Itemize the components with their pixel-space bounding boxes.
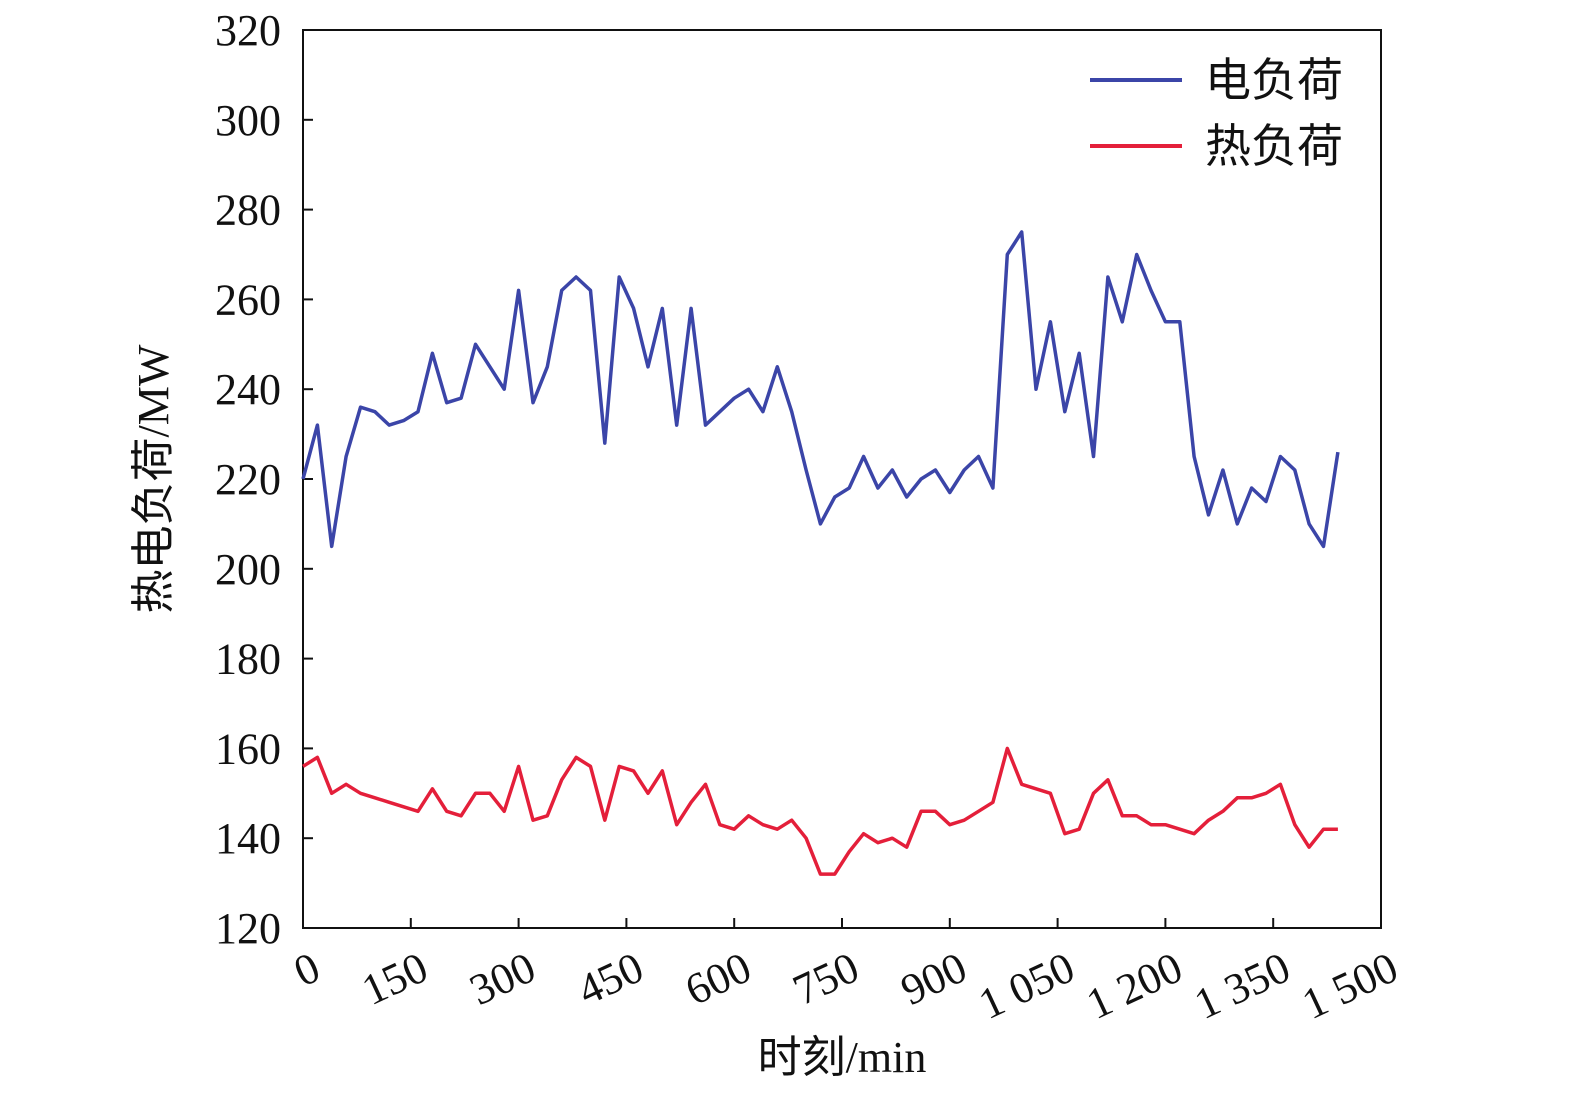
- x-tick-label: 0: [287, 943, 328, 997]
- y-tick-label: 320: [215, 6, 281, 55]
- x-tick-label: 450: [570, 943, 651, 1015]
- x-tick-label: 600: [678, 943, 759, 1015]
- y-tick-label: 300: [215, 96, 281, 145]
- y-tick-label: 120: [215, 904, 281, 953]
- y-axis-label: 热电负荷/MW: [129, 344, 178, 613]
- y-tick-label: 140: [215, 814, 281, 863]
- y-tick-label: 260: [215, 275, 281, 324]
- x-tick-label: 900: [894, 943, 975, 1015]
- y-tick-label: 280: [215, 186, 281, 235]
- x-tick-label: 750: [786, 943, 867, 1015]
- y-tick-label: 180: [215, 635, 281, 684]
- x-axis-label: 时刻/min: [758, 1033, 927, 1082]
- legend-label: 热负荷: [1205, 121, 1343, 172]
- y-tick-label: 220: [215, 455, 281, 504]
- y-tick-label: 240: [215, 365, 281, 414]
- line-series: [302, 746, 1338, 876]
- x-tick-label: 300: [462, 943, 543, 1015]
- x-tick-label: 1 500: [1295, 943, 1405, 1029]
- y-tick-label: 200: [215, 545, 281, 594]
- x-tick-label: 1 200: [1079, 943, 1189, 1029]
- legend-label: 电负荷: [1205, 55, 1343, 106]
- x-tick-label: 150: [355, 943, 436, 1015]
- line-series: [301, 230, 1340, 549]
- x-tick-label: 1 050: [971, 943, 1081, 1029]
- x-tick-label: 1 350: [1187, 943, 1297, 1029]
- y-tick-label: 160: [215, 724, 281, 773]
